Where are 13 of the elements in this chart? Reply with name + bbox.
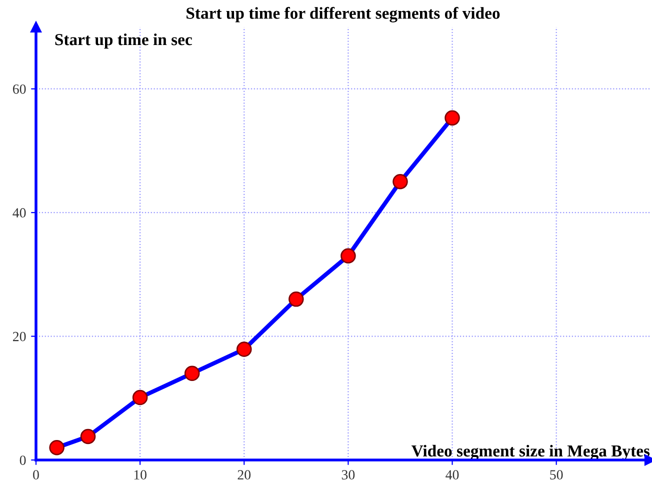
x-tick-label: 20	[238, 470, 251, 480]
x-axis-title: Video segment size in Mega Bytes	[412, 444, 650, 460]
x-tick-label: 0	[33, 470, 39, 480]
x-tick-label: 50	[550, 470, 563, 480]
y-tick-label: 40	[12, 208, 26, 218]
y-tick-label: 0	[20, 456, 26, 465]
x-tick-label: 30	[342, 470, 355, 480]
y-axis-title: Start up time in sec	[55, 33, 192, 49]
y-tick-label: 20	[13, 332, 26, 342]
y-tick-label: 60	[12, 84, 26, 94]
x-tick-label: 40	[446, 470, 459, 480]
x-tick-label: 10	[134, 470, 146, 480]
chart-title: Start up time for different segments of video	[186, 6, 500, 22]
